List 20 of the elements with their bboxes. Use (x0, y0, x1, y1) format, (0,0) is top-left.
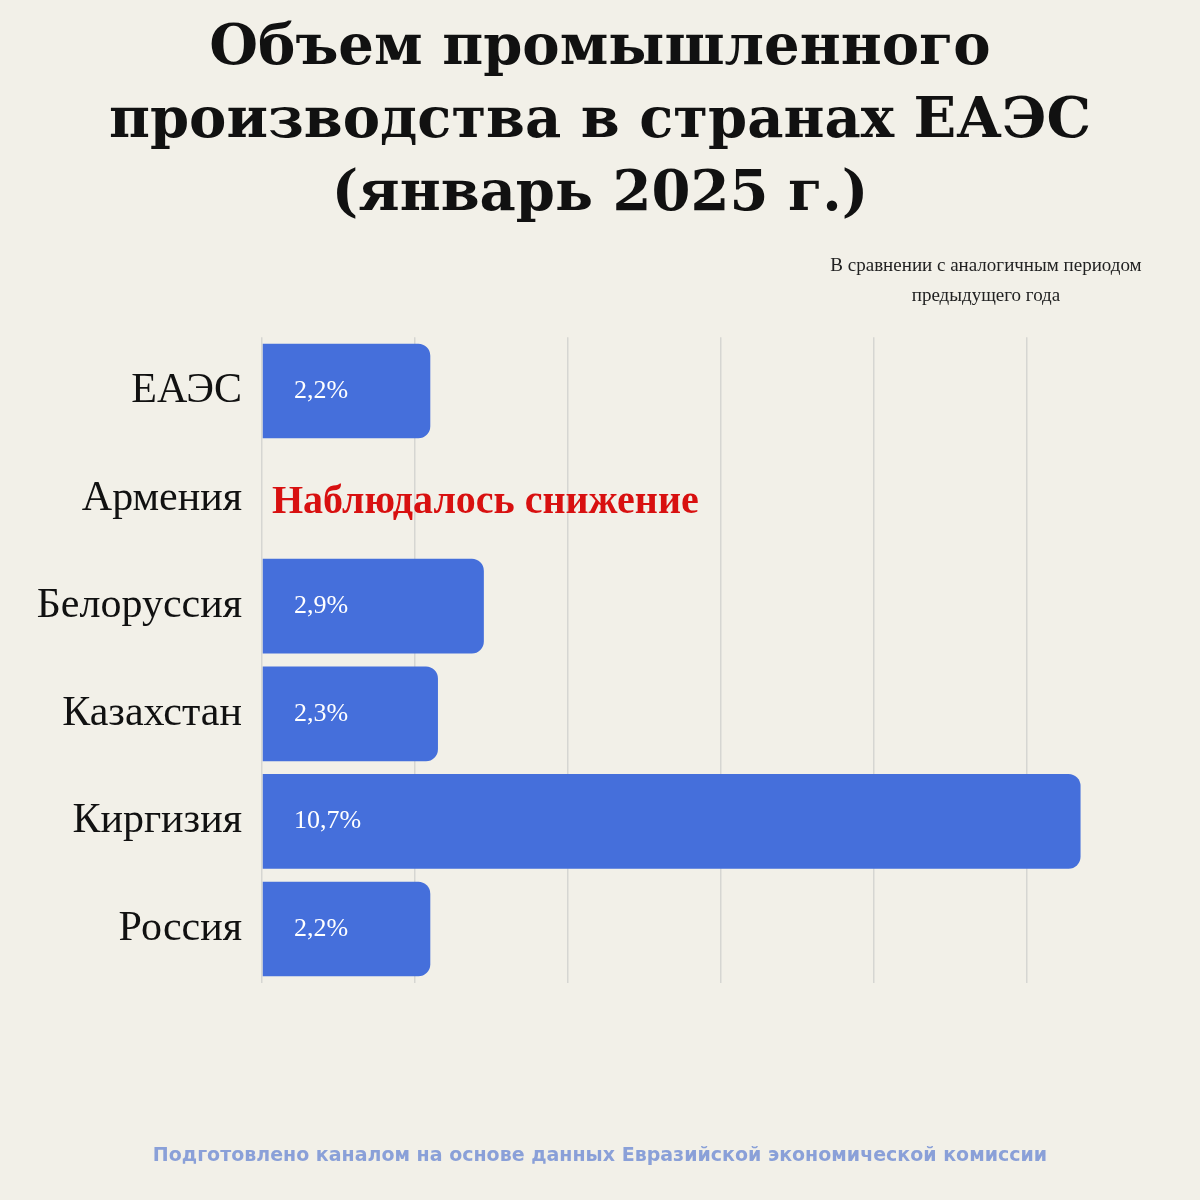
data-label: 2,2% (294, 912, 349, 942)
y-tick-label: Белоруссия (36, 580, 242, 627)
chart-subtitle: В сравнении с аналогичным периодом предыдущего года (829, 253, 1143, 308)
data-label: 10,7% (294, 805, 362, 835)
y-tick-label: ЕАЭС (131, 365, 242, 412)
bar (262, 666, 438, 762)
y-tick-label: Россия (118, 903, 242, 950)
chart-title: Объем промышленного производства в странах ЕАЭС (январь 2025 г.) (107, 10, 1093, 225)
bar (262, 881, 431, 977)
y-tick-label: Армения (81, 472, 242, 519)
data-label: 2,2% (294, 374, 349, 404)
bar (262, 343, 431, 439)
data-label: 2,9% (294, 590, 349, 620)
y-tick-label: Казахстан (62, 687, 242, 734)
annotation: Наблюдалось снижение (272, 476, 699, 522)
bar (262, 558, 484, 654)
data-label: 2,3% (294, 697, 349, 727)
y-tick-label: Киргизия (72, 795, 242, 842)
bar (262, 774, 1081, 869)
text: Подготовлено каналом на основе данных Евразийской экономической комиссии (151, 1142, 1049, 1167)
